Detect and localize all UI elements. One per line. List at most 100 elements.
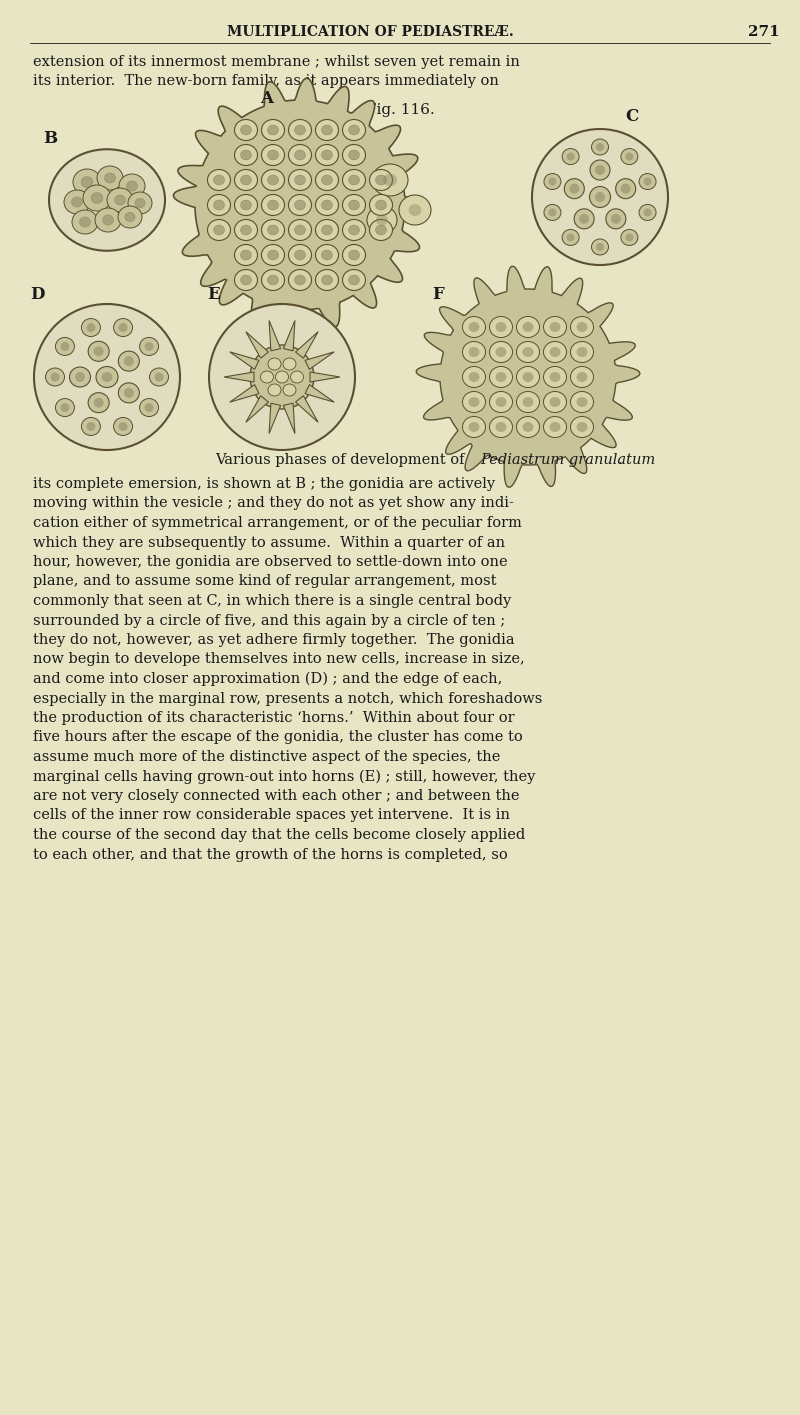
Ellipse shape: [349, 200, 359, 209]
Ellipse shape: [207, 219, 230, 241]
Ellipse shape: [564, 178, 584, 198]
Ellipse shape: [315, 144, 338, 166]
Ellipse shape: [124, 357, 134, 366]
Text: 271: 271: [748, 25, 780, 40]
Ellipse shape: [81, 177, 93, 188]
Ellipse shape: [349, 150, 359, 160]
Ellipse shape: [517, 317, 539, 338]
Ellipse shape: [342, 144, 366, 166]
Ellipse shape: [125, 212, 135, 222]
Ellipse shape: [102, 215, 114, 225]
Text: Pediastrum granulatum: Pediastrum granulatum: [480, 453, 655, 467]
Ellipse shape: [596, 243, 604, 250]
Ellipse shape: [643, 208, 651, 216]
Ellipse shape: [342, 269, 366, 290]
Ellipse shape: [289, 269, 311, 290]
Ellipse shape: [469, 323, 479, 333]
Ellipse shape: [550, 398, 561, 408]
Ellipse shape: [490, 416, 513, 437]
Ellipse shape: [289, 119, 311, 140]
Ellipse shape: [234, 144, 258, 166]
Ellipse shape: [370, 219, 393, 241]
Ellipse shape: [294, 250, 306, 260]
Ellipse shape: [577, 372, 587, 382]
Ellipse shape: [517, 416, 539, 437]
Ellipse shape: [570, 184, 579, 194]
Ellipse shape: [469, 347, 479, 357]
Polygon shape: [305, 352, 334, 369]
Ellipse shape: [207, 194, 230, 215]
Ellipse shape: [114, 195, 126, 205]
Text: E: E: [207, 286, 220, 303]
Ellipse shape: [241, 125, 251, 134]
Ellipse shape: [241, 225, 251, 235]
Ellipse shape: [315, 269, 338, 290]
Ellipse shape: [315, 194, 338, 215]
Ellipse shape: [596, 143, 604, 151]
Ellipse shape: [577, 398, 587, 408]
Ellipse shape: [342, 194, 366, 215]
Ellipse shape: [145, 342, 154, 351]
Text: to each other, and that the growth of the horns is completed, so: to each other, and that the growth of th…: [33, 848, 508, 862]
Text: which they are subsequently to assume.  Within a quarter of an: which they are subsequently to assume. W…: [33, 535, 505, 549]
Ellipse shape: [283, 383, 296, 396]
Text: surrounded by a circle of five, and this again by a circle of ten ;: surrounded by a circle of five, and this…: [33, 614, 506, 627]
Ellipse shape: [626, 233, 634, 242]
Text: its complete emersion, is shown at B ; the gonidia are actively: its complete emersion, is shown at B ; t…: [33, 477, 495, 491]
Ellipse shape: [64, 190, 90, 214]
Ellipse shape: [119, 174, 145, 198]
Text: assume much more of the distinctive aspect of the species, the: assume much more of the distinctive aspe…: [33, 750, 500, 764]
Ellipse shape: [462, 341, 486, 362]
Ellipse shape: [315, 219, 338, 241]
Ellipse shape: [543, 341, 566, 362]
Text: its interior.  The new-born family, as it appears immediately on: its interior. The new-born family, as it…: [33, 74, 499, 88]
Ellipse shape: [370, 194, 393, 215]
Polygon shape: [283, 403, 295, 433]
Ellipse shape: [372, 164, 408, 197]
Ellipse shape: [342, 119, 366, 140]
Text: five hours after the escape of the gonidia, the cluster has come to: five hours after the escape of the gonid…: [33, 730, 522, 744]
Ellipse shape: [495, 323, 506, 333]
Ellipse shape: [490, 392, 513, 413]
Text: moving within the vesicle ; and they do not as yet show any indi-: moving within the vesicle ; and they do …: [33, 497, 514, 511]
Ellipse shape: [294, 125, 306, 134]
Ellipse shape: [639, 174, 656, 190]
Ellipse shape: [267, 275, 278, 284]
Ellipse shape: [82, 318, 101, 337]
Ellipse shape: [289, 170, 311, 191]
Ellipse shape: [124, 388, 134, 398]
Ellipse shape: [349, 225, 359, 235]
Ellipse shape: [376, 215, 388, 225]
Polygon shape: [230, 385, 259, 402]
Ellipse shape: [262, 245, 285, 266]
Ellipse shape: [367, 207, 397, 233]
Ellipse shape: [577, 422, 587, 432]
Polygon shape: [269, 320, 281, 351]
Text: hour, however, the gonidia are observed to settle-down into one: hour, however, the gonidia are observed …: [33, 555, 508, 569]
Ellipse shape: [543, 416, 566, 437]
Ellipse shape: [294, 200, 306, 209]
Ellipse shape: [118, 422, 127, 432]
Ellipse shape: [46, 368, 65, 386]
Ellipse shape: [543, 366, 566, 388]
Ellipse shape: [262, 170, 285, 191]
Ellipse shape: [616, 178, 636, 198]
Ellipse shape: [643, 177, 651, 185]
Ellipse shape: [562, 149, 579, 164]
Ellipse shape: [234, 245, 258, 266]
Ellipse shape: [268, 358, 281, 369]
Ellipse shape: [262, 219, 285, 241]
Ellipse shape: [79, 216, 90, 226]
Ellipse shape: [290, 371, 303, 383]
Ellipse shape: [294, 175, 306, 185]
Circle shape: [34, 304, 180, 450]
Ellipse shape: [591, 239, 609, 255]
Ellipse shape: [577, 323, 587, 333]
Polygon shape: [224, 372, 254, 382]
Ellipse shape: [70, 366, 90, 386]
Ellipse shape: [262, 194, 285, 215]
Text: marginal cells having grown-out into horns (E) ; still, however, they: marginal cells having grown-out into hor…: [33, 770, 535, 784]
Polygon shape: [305, 385, 334, 402]
Ellipse shape: [139, 337, 158, 355]
Ellipse shape: [611, 214, 621, 224]
